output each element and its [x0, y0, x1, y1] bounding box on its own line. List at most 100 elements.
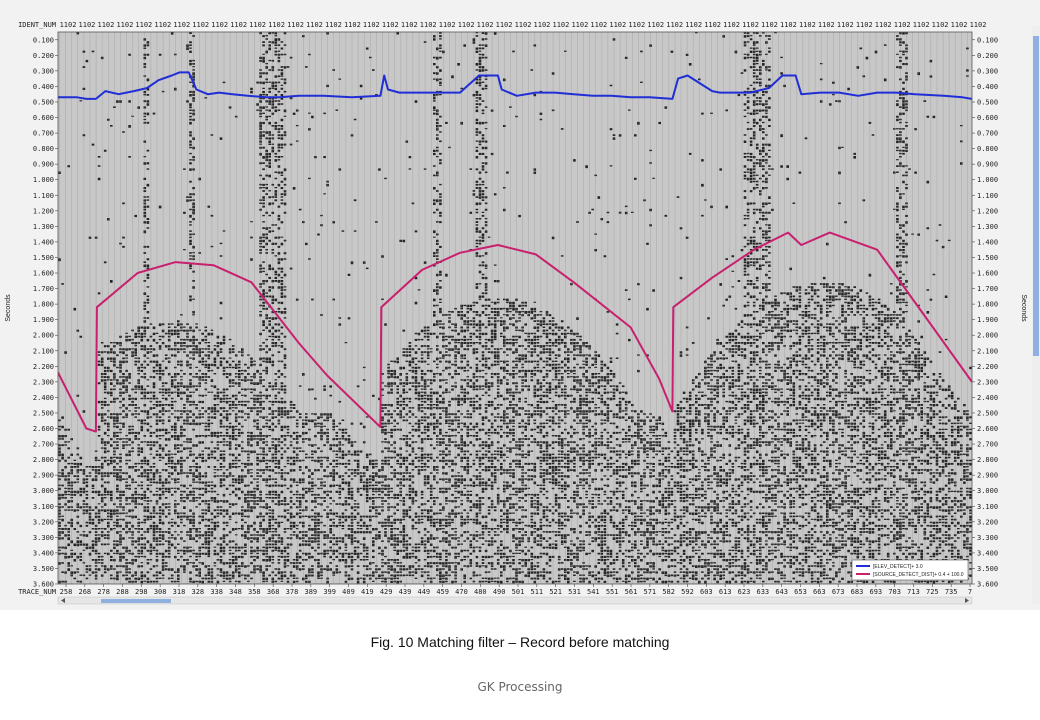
y-tick-label-left: 3.200 [33, 518, 54, 526]
vertical-scrollbar[interactable] [1032, 26, 1040, 604]
y-tick-label-left: 2.200 [33, 363, 54, 371]
x-tick-label: 725 [926, 588, 939, 596]
x-tick-label: 673 [832, 588, 845, 596]
ident-num-value: 1102 [534, 21, 551, 29]
y-tick-label-right: 1.000 [977, 176, 998, 184]
footer-text: GK Processing [477, 680, 563, 694]
x-tick-label: 318 [173, 588, 186, 596]
x-tick-label: 603 [700, 588, 713, 596]
ident-num-value: 1102 [344, 21, 361, 29]
ident-num-value: 1102 [590, 21, 607, 29]
ident-num-value: 1102 [647, 21, 664, 29]
seismic-viewer: IDENT_NUM 1102 1102 1102 1102 1102 1102 1102 11… [0, 0, 1040, 610]
ident-num-value: 1102 [970, 21, 987, 29]
ident-num-value: 1102 [856, 21, 873, 29]
y-tick-label-left: 1.200 [33, 207, 54, 215]
ident-num-value: 1102 [249, 21, 266, 29]
legend-box [851, 559, 969, 581]
ident-num-value: 1102 [515, 21, 532, 29]
y-tick-label-right: 0.300 [977, 67, 998, 75]
y-tick-label-left: 0.600 [33, 114, 54, 122]
x-tick-label: 338 [210, 588, 223, 596]
x-tick-label: 399 [323, 588, 336, 596]
ident-num-value: 1102 [325, 21, 342, 29]
horizontal-scrollbar[interactable] [57, 596, 973, 605]
x-tick-label: 308 [154, 588, 167, 596]
y-tick-label-right: 2.400 [977, 394, 998, 402]
y-tick-label-left: 2.800 [33, 456, 54, 464]
ident-num-value: 1102 [211, 21, 228, 29]
scroll-left-arrow-icon[interactable] [61, 598, 65, 603]
ident-num-value: 1102 [875, 21, 892, 29]
x-tick-label: 7 [968, 588, 972, 596]
x-tick-label: 288 [116, 588, 129, 596]
y-tick-label-left: 1.600 [33, 270, 54, 278]
y-tick-label-left: 2.900 [33, 472, 54, 480]
x-tick-label: 368 [267, 588, 280, 596]
y-tick-label-left: 3.400 [33, 549, 54, 557]
ident-num-value: 1102 [818, 21, 835, 29]
scrollbar-thumb[interactable] [101, 599, 171, 603]
y-tick-label-right: 2.000 [977, 332, 998, 340]
x-tick-label: 643 [775, 588, 788, 596]
y-tick-label-left: 2.100 [33, 347, 54, 355]
ident-num-value: 1102 [913, 21, 930, 29]
y-tick-label-right: 2.600 [977, 425, 998, 433]
curves [58, 71, 972, 433]
y-tick-label-left: 2.000 [33, 332, 54, 340]
y-tick-label-right: 1.700 [977, 285, 998, 293]
y-tick-label-left: 3.300 [33, 534, 54, 542]
scrollbar-track[interactable] [57, 596, 973, 605]
ident-num-value: 1102 [609, 21, 626, 29]
x-tick-label: 449 [418, 588, 431, 596]
y-tick-label-left: 0.800 [33, 145, 54, 153]
y-tick-label-left: 0.100 [33, 36, 54, 44]
y-tick-label-left: 2.500 [33, 409, 54, 417]
ident-num-value: 1102 [154, 21, 171, 29]
y-tick-label-left: 1.100 [33, 192, 54, 200]
x-tick-label: 663 [813, 588, 826, 596]
legend: [ELEV_DETECT]+ 3.0 [SOURCE_DETECT_DIST]+… [851, 559, 969, 581]
y-tick-label-right: 2.900 [977, 472, 998, 480]
y-tick-label-left: 2.700 [33, 441, 54, 449]
y-tick-label-right: 1.100 [977, 192, 998, 200]
y-tick-label-left: 3.600 [33, 581, 54, 589]
x-tick-label: 713 [907, 588, 920, 596]
x-tick-label: 633 [757, 588, 770, 596]
y-tick-label-right: 3.100 [977, 503, 998, 511]
trace-num-label: TRACE_NUM [18, 588, 56, 596]
y-tick-label-right: 1.600 [977, 270, 998, 278]
y-axis-title-left: Seconds [5, 294, 12, 322]
ident-num-value: 1102 [496, 21, 513, 29]
figure-caption: Fig. 10 Matching filter – Record before … [370, 634, 670, 650]
scroll-right-arrow-icon[interactable] [965, 598, 969, 603]
x-tick-label: 561 [625, 588, 638, 596]
ident-num-label: IDENT_NUM [18, 21, 56, 29]
seismic-traces [58, 32, 972, 584]
x-tick-label: 378 [286, 588, 299, 596]
ident-num-value: 1102 [268, 21, 285, 29]
y-tick-label-right: 1.500 [977, 254, 998, 262]
y-tick-label-left: 1.700 [33, 285, 54, 293]
ident-num-value: 1102 [628, 21, 645, 29]
x-tick-label: 551 [606, 588, 619, 596]
y-axis-right: 0.100 0.200 0.300 0.400 0.500 0.600 0.700 0.800… [972, 36, 998, 589]
x-tick-label: 683 [851, 588, 864, 596]
x-tick-label: 409 [342, 588, 355, 596]
x-tick-label: 511 [531, 588, 544, 596]
ident-num-value: 1102 [287, 21, 304, 29]
y-tick-label-left: 0.200 [33, 52, 54, 60]
x-tick-label: 328 [192, 588, 205, 596]
x-tick-label: 541 [587, 588, 600, 596]
x-tick-label: 470 [455, 588, 468, 596]
y-tick-label-left: 2.600 [33, 425, 54, 433]
vertical-scrollbar-thumb[interactable] [1033, 36, 1039, 356]
x-tick-label: 501 [512, 588, 525, 596]
y-tick-label-right: 1.900 [977, 316, 998, 324]
ident-num-value: 1102 [932, 21, 949, 29]
y-tick-label-right: 0.700 [977, 130, 998, 138]
y-tick-label-left: 1.500 [33, 254, 54, 262]
y-tick-label-right: 2.800 [977, 456, 998, 464]
x-tick-label: 592 [681, 588, 694, 596]
ident-num-value: 1102 [401, 21, 418, 29]
